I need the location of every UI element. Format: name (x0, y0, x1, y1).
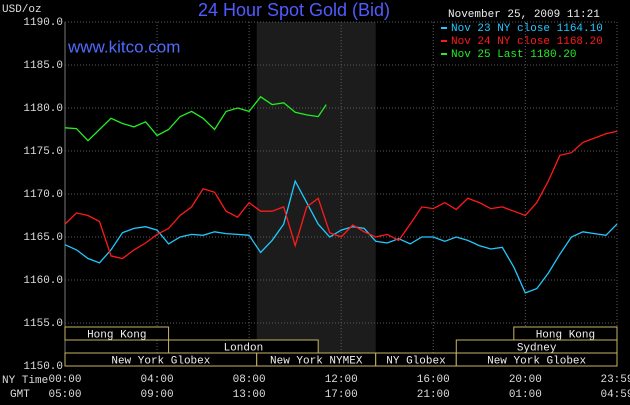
session-label: New York NYMEX (270, 355, 363, 367)
y-tick-label: 1150.0 (23, 361, 63, 373)
x-tick-label: 16:00 (417, 374, 450, 386)
session-label: London (224, 342, 264, 354)
legend-label: Nov 24 NY close 1168.20 (451, 36, 603, 48)
x-tick-label: 08:00 (233, 374, 266, 386)
y-tick-label: 1175.0 (23, 146, 63, 158)
session-box (455, 352, 618, 367)
x-tick-label: 12:00 (325, 374, 358, 386)
timestamp: November 25, 2009 11:21 (448, 9, 600, 21)
session-label: Hong Kong (87, 329, 146, 341)
legend-label: Nov 23 NY close 1164.10 (451, 23, 603, 35)
y-tick-label: 1155.0 (23, 318, 63, 330)
y-tick-label: 1185.0 (23, 60, 63, 72)
x2-tick-label: 17:00 (325, 389, 358, 400)
x2-tick-label: 05:00 (48, 389, 81, 400)
x2-tick-label: 09:00 (141, 389, 174, 400)
watermark: www.kitco.com (67, 37, 180, 56)
x2-axis-label: GMT (10, 389, 30, 400)
y-tick-label: 1170.0 (23, 189, 63, 201)
x2-tick-label: 01:00 (509, 389, 542, 400)
session-label: New York Globex (487, 355, 586, 367)
session-label: NY Globex (386, 355, 446, 367)
series-line (64, 179, 618, 294)
y-tick-label: 1160.0 (23, 275, 63, 287)
y-tick-label: 1190.0 (23, 17, 63, 29)
y-tick-label: 1180.0 (23, 103, 63, 115)
x2-tick-label: 04:59 (600, 389, 630, 400)
legend-label: Nov 25 Last 1180.20 (451, 49, 576, 61)
session-label: Sydney (517, 342, 557, 354)
x-axis-label: NY Time (2, 375, 48, 387)
highlight-band (256, 22, 376, 366)
y-tick-label: 1165.0 (23, 232, 63, 244)
chart-title: 24 Hour Spot Gold (Bid) (198, 0, 390, 20)
series-line (64, 95, 327, 142)
session-label: Hong Kong (536, 329, 595, 341)
y-axis-unit: USD/oz (2, 4, 42, 16)
x2-tick-label: 21:00 (417, 389, 450, 400)
x-tick-label: 00:00 (48, 374, 81, 386)
session-box (64, 326, 170, 341)
x-tick-label: 20:00 (509, 374, 542, 386)
series-line (64, 130, 618, 260)
x2-tick-label: 13:00 (233, 389, 266, 400)
session-label: New York Globex (111, 355, 210, 367)
x-tick-label: 04:00 (141, 374, 174, 386)
x-tick-label: 23:59 (600, 374, 630, 386)
